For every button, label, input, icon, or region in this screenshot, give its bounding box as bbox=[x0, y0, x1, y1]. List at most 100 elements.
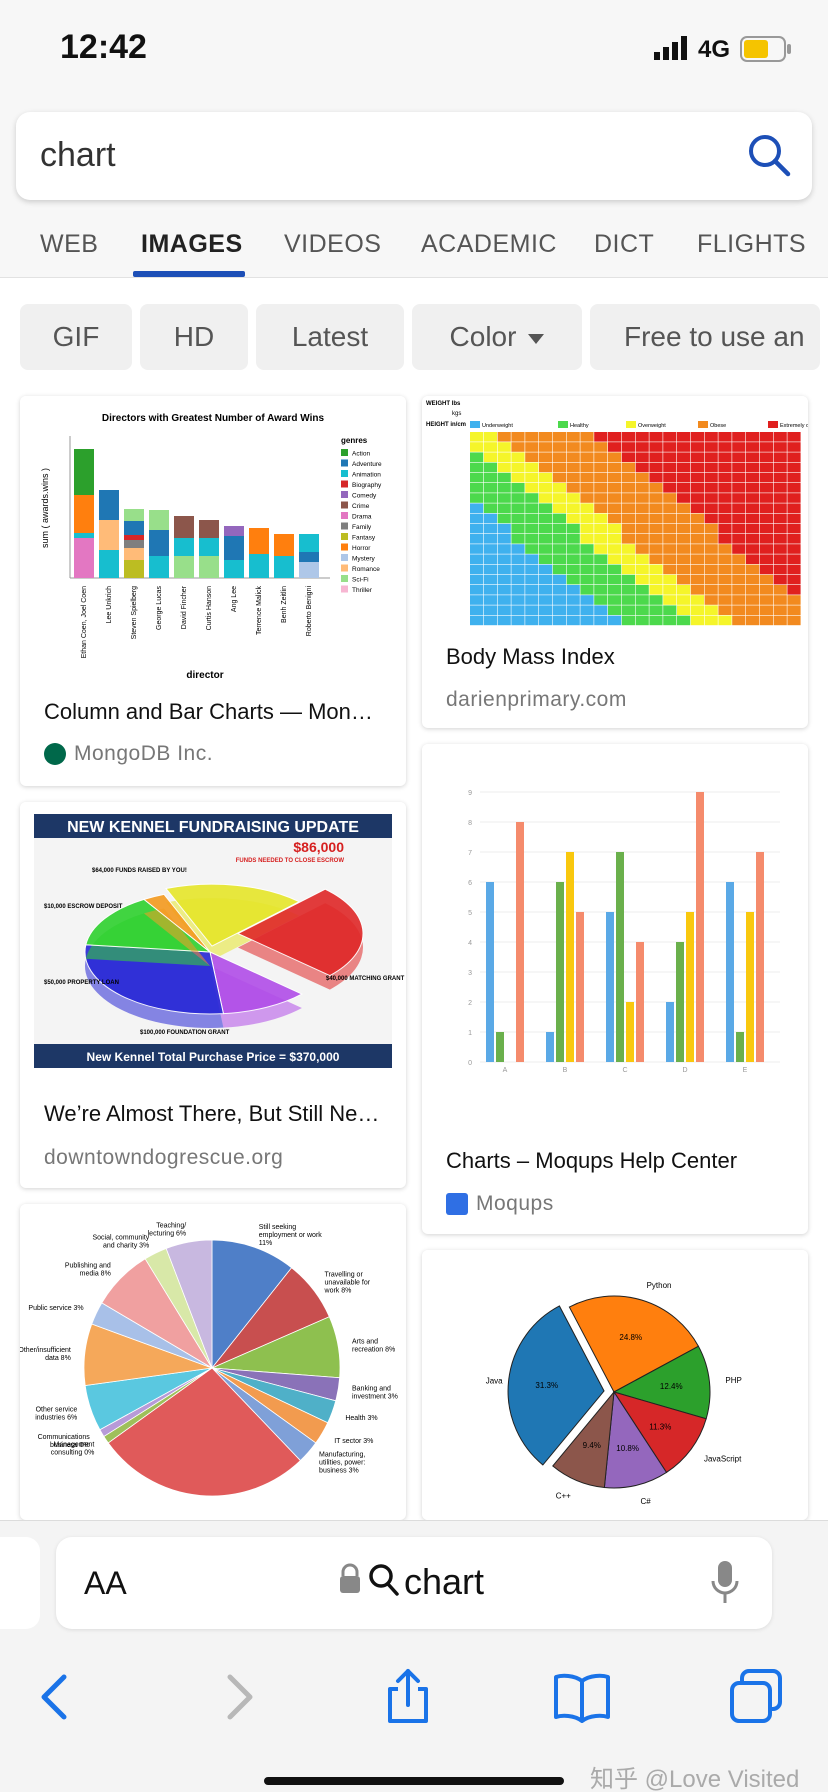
filter-color[interactable]: Color bbox=[412, 304, 582, 370]
bmi-cell bbox=[497, 523, 511, 534]
bmi-cell bbox=[787, 534, 801, 544]
bmi-cell bbox=[732, 585, 746, 595]
pie-slice bbox=[612, 1391, 707, 1474]
bmi-cell bbox=[732, 564, 746, 575]
previous-tab-peek[interactable] bbox=[0, 1537, 40, 1629]
bmi-cell bbox=[759, 564, 773, 575]
result-source-label: MongoDB Inc. bbox=[74, 742, 214, 765]
result-title[interactable]: Body Mass Index bbox=[446, 644, 615, 669]
bmi-cell bbox=[511, 585, 525, 595]
bmi-cell bbox=[566, 493, 580, 503]
bar bbox=[666, 1002, 674, 1062]
bmi-cell bbox=[677, 564, 691, 575]
bmi-cell bbox=[511, 544, 525, 554]
tab-web[interactable]: WEB bbox=[40, 230, 99, 258]
bmi-cell bbox=[497, 513, 511, 524]
address-bar[interactable]: AA chart bbox=[56, 1537, 772, 1629]
bmi-cell bbox=[566, 574, 580, 585]
slice-label: investment 3% bbox=[352, 1394, 398, 1401]
share-icon[interactable] bbox=[378, 1667, 438, 1727]
result-title[interactable]: We’re Almost There, But Still Ne… bbox=[44, 1101, 380, 1126]
tab-images[interactable]: IMAGES bbox=[141, 230, 243, 258]
legend-entry: Comedy bbox=[352, 493, 377, 500]
bmi-cell bbox=[704, 564, 718, 575]
tab-flights[interactable]: FLIGHTS bbox=[697, 230, 807, 258]
slice-label: C++ bbox=[556, 1491, 571, 1500]
result-thumbnail[interactable]: 0 1 2 3 4 5 6 7 8 9 A B C D E bbox=[422, 744, 808, 1094]
bmi-cell bbox=[621, 564, 635, 575]
back-icon[interactable] bbox=[28, 1667, 88, 1727]
bmi-cell bbox=[718, 483, 732, 493]
bmi-cell bbox=[580, 585, 594, 595]
result-thumbnail[interactable]: 31.3% Java 24.8% Python 12.4% PHP 11.3% JavaScr… bbox=[422, 1250, 808, 1520]
filter-free-to-use[interactable]: Free to use an bbox=[590, 304, 820, 370]
bmi-cell bbox=[746, 574, 760, 585]
result-source[interactable]: darienprimary.com bbox=[446, 688, 627, 712]
image-result-card[interactable]: WEIGHT lbs kgs HEIGHT in/cm Underweight H… bbox=[422, 396, 808, 728]
image-result-card[interactable]: NEW KENNEL FUNDRAISING UPDATE $86,000 FU… bbox=[20, 802, 406, 1188]
tabs-icon[interactable] bbox=[726, 1667, 786, 1727]
bmi-cell bbox=[566, 503, 580, 513]
home-indicator[interactable] bbox=[264, 1777, 564, 1785]
bmi-cell bbox=[663, 534, 677, 544]
search-query[interactable]: chart bbox=[40, 136, 116, 174]
slice-label: Arts and bbox=[352, 1338, 378, 1345]
filter-gif[interactable]: GIF bbox=[20, 304, 132, 370]
bmi-cell bbox=[704, 432, 718, 442]
image-result-card[interactable]: 0 1 2 3 4 5 6 7 8 9 A B C D E Charts – Moqups Help Ce… bbox=[422, 744, 808, 1234]
bmi-cell bbox=[718, 585, 732, 595]
bmi-cell bbox=[594, 513, 608, 524]
kennel-label: $100,000 FOUNDATION GRANT bbox=[140, 1030, 230, 1036]
legend-swatch bbox=[341, 575, 348, 582]
bookmarks-icon[interactable] bbox=[552, 1667, 612, 1727]
slice-label: and charity 3% bbox=[103, 1243, 149, 1250]
bmi-cell bbox=[704, 472, 718, 483]
bmi-cell bbox=[580, 595, 594, 605]
microphone-icon[interactable] bbox=[710, 1559, 740, 1607]
image-result-card[interactable]: Directors with Greatest Number of Award … bbox=[20, 396, 406, 786]
result-source[interactable]: downtowndogrescue.org bbox=[44, 1146, 283, 1170]
bar-segment bbox=[249, 554, 269, 578]
bar-segment bbox=[199, 556, 219, 578]
tab-videos[interactable]: VIDEOS bbox=[284, 230, 382, 258]
bmi-cell bbox=[759, 442, 773, 452]
result-title[interactable]: Column and Bar Charts — Mon… bbox=[44, 699, 373, 724]
bmi-cell bbox=[773, 432, 787, 442]
x-tick-label: D bbox=[682, 1067, 687, 1074]
bar-segment bbox=[124, 521, 144, 535]
result-title[interactable]: Charts – Moqups Help Center bbox=[446, 1148, 738, 1173]
bmi-cell bbox=[649, 554, 663, 564]
bar-segment bbox=[224, 526, 244, 536]
image-result-card[interactable]: 31.3% Java 24.8% Python 12.4% PHP 11.3% JavaScr… bbox=[422, 1250, 808, 1520]
legend-entry: Underweight bbox=[482, 423, 513, 429]
tab-academic[interactable]: ACADEMIC bbox=[421, 230, 557, 258]
y-tick-label: 3 bbox=[468, 970, 472, 977]
address-text[interactable]: chart bbox=[404, 1561, 485, 1602]
filter-hd[interactable]: HD bbox=[140, 304, 248, 370]
bmi-cell bbox=[787, 605, 801, 615]
bmi-cell bbox=[525, 534, 539, 544]
bmi-cell bbox=[525, 432, 539, 442]
result-source[interactable]: Moqups bbox=[446, 1192, 554, 1216]
search-icon[interactable] bbox=[744, 130, 794, 180]
search-input[interactable]: chart bbox=[16, 112, 812, 200]
image-result-card[interactable]: Still seeking employment or work 11% Travel… bbox=[20, 1204, 406, 1520]
slice-label: data 8% bbox=[45, 1355, 71, 1362]
bmi-cell bbox=[746, 615, 760, 626]
filter-label: GIF bbox=[52, 321, 100, 352]
result-thumbnail[interactable]: Directors with Greatest Number of Award … bbox=[20, 396, 406, 682]
result-thumbnail[interactable]: NEW KENNEL FUNDRAISING UPDATE $86,000 FU… bbox=[20, 802, 406, 1084]
reader-text-size-button[interactable]: AA bbox=[84, 1565, 127, 1601]
bmi-cell bbox=[511, 493, 525, 503]
y-tick-label: 6 bbox=[468, 880, 472, 887]
tab-dict[interactable]: DICT bbox=[594, 230, 655, 258]
result-thumbnail[interactable]: WEIGHT lbs kgs HEIGHT in/cm Underweight H… bbox=[422, 396, 808, 628]
bar-segment bbox=[149, 530, 169, 556]
bmi-cell bbox=[663, 513, 677, 524]
filter-latest[interactable]: Latest bbox=[256, 304, 404, 370]
result-source[interactable]: MongoDB Inc. bbox=[44, 742, 213, 766]
forward-icon[interactable] bbox=[206, 1667, 266, 1727]
bmi-cell bbox=[759, 432, 773, 442]
y-tick-label: 5 bbox=[468, 910, 472, 917]
